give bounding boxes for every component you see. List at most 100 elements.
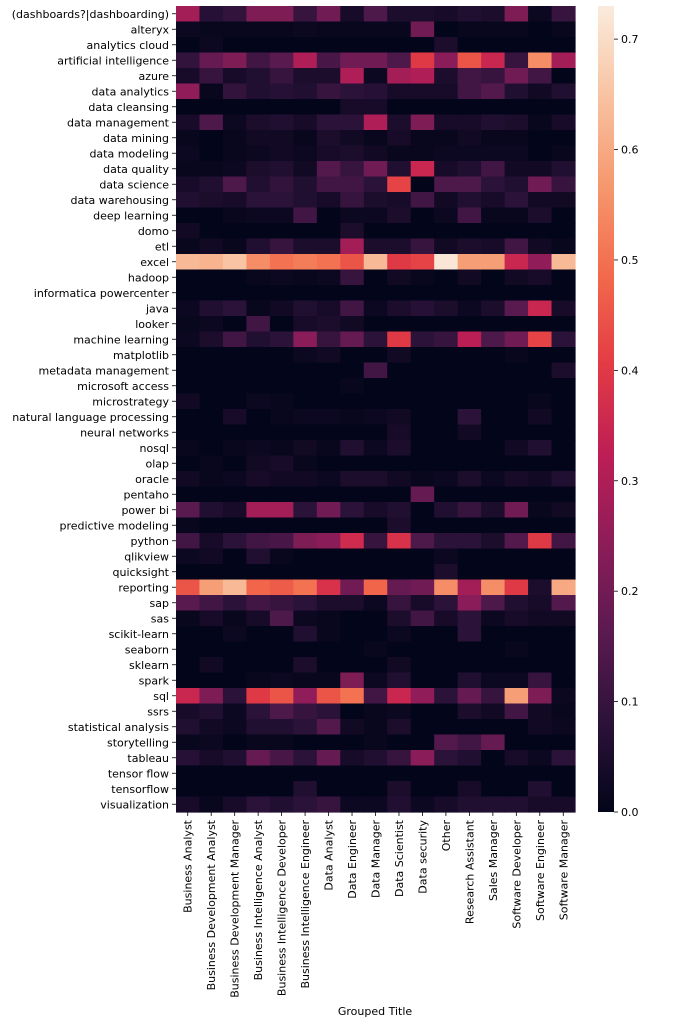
heatmap-cell — [457, 37, 482, 54]
heatmap-cell — [387, 68, 412, 85]
heatmap-cell — [316, 37, 341, 54]
heatmap-cell — [410, 486, 435, 503]
heatmap-cell — [316, 610, 341, 627]
heatmap-cell — [246, 595, 271, 612]
heatmap-cell — [434, 21, 459, 38]
heatmap-cell — [363, 254, 388, 271]
heatmap-cell — [434, 269, 459, 286]
heatmap-cell — [528, 21, 553, 38]
heatmap-cell — [410, 579, 435, 596]
y-tick-label: seaborn — [125, 643, 169, 656]
heatmap-cell — [199, 641, 224, 658]
heatmap-cell — [199, 424, 224, 441]
heatmap-cell — [363, 657, 388, 674]
heatmap-cell — [222, 471, 248, 488]
heatmap-cell — [199, 734, 224, 751]
colorbar-tick-label: 0.0 — [621, 806, 639, 819]
heatmap-cell — [316, 595, 341, 612]
y-tick-label: qlikview — [124, 550, 169, 563]
heatmap-cell — [363, 765, 388, 782]
heatmap-cell — [481, 781, 506, 798]
heatmap-cell — [481, 703, 506, 720]
heatmap-cell — [457, 595, 482, 612]
heatmap-cell — [176, 331, 201, 348]
heatmap-cell — [293, 781, 318, 798]
heatmap-cell — [246, 300, 271, 317]
heatmap-cell — [481, 672, 506, 689]
heatmap-cell — [363, 145, 388, 162]
heatmap-cell — [222, 161, 248, 178]
heatmap-cell — [551, 52, 576, 69]
heatmap-cell — [222, 300, 248, 317]
heatmap-cell — [551, 347, 576, 364]
heatmap-cell — [222, 750, 248, 767]
heatmap-cell — [340, 114, 365, 131]
heatmap-cell — [551, 176, 576, 193]
x-tick-labels: Business Analyst Business Development Ana… — [182, 812, 570, 998]
heatmap-cell — [176, 626, 201, 643]
heatmap-cell — [293, 130, 318, 147]
heatmap-cell — [246, 83, 271, 100]
heatmap-cell — [293, 285, 318, 302]
heatmap-cell — [293, 6, 318, 23]
heatmap-cell — [293, 672, 318, 689]
heatmap-cell — [176, 238, 201, 255]
heatmap-cell — [504, 688, 529, 705]
heatmap-cell — [199, 579, 224, 596]
heatmap-cell — [551, 223, 576, 240]
heatmap-cell — [316, 300, 341, 317]
heatmap-cell — [222, 68, 248, 85]
heatmap-cell — [293, 657, 318, 674]
heatmap-cell — [269, 393, 294, 410]
colorbar-tick-label: 0.3 — [621, 475, 639, 488]
heatmap-cell — [340, 626, 365, 643]
x-tick-label: Business Development Analyst — [205, 819, 218, 990]
heatmap-cell — [528, 130, 553, 147]
heatmap-cell — [457, 52, 482, 69]
heatmap-cell — [481, 37, 506, 54]
heatmap-cell — [176, 548, 201, 565]
heatmap-cell — [340, 316, 365, 333]
heatmap-cell — [246, 362, 271, 379]
heatmap-cell — [340, 564, 365, 581]
heatmap-cell — [222, 610, 248, 627]
heatmap-cell — [434, 781, 459, 798]
heatmap-cell — [316, 471, 341, 488]
heatmap-cell — [246, 672, 271, 689]
heatmap-cell — [246, 37, 271, 54]
heatmap-cell — [551, 796, 576, 813]
heatmap-cell — [176, 192, 201, 209]
heatmap-cell — [481, 347, 506, 364]
heatmap-cell — [222, 207, 248, 224]
heatmap-cell — [528, 347, 553, 364]
heatmap-cell — [387, 285, 412, 302]
heatmap-cell — [457, 409, 482, 426]
heatmap-cell — [246, 471, 271, 488]
heatmap-cell — [293, 610, 318, 627]
heatmap-cell — [293, 796, 318, 813]
heatmap-cell — [434, 703, 459, 720]
heatmap-cell — [504, 145, 529, 162]
y-tick-label: reporting — [118, 581, 169, 594]
heatmap-cell — [387, 579, 412, 596]
heatmap-cell — [246, 579, 271, 596]
heatmap-cell — [222, 362, 248, 379]
heatmap-cell — [457, 719, 482, 736]
heatmap-cell — [199, 486, 224, 503]
heatmap-cell — [387, 37, 412, 54]
heatmap-cell — [481, 114, 506, 131]
heatmap-cell — [551, 68, 576, 85]
heatmap-cell — [269, 734, 294, 751]
heatmap-cell — [222, 52, 248, 69]
heatmap-cell — [222, 765, 248, 782]
heatmap-cell — [269, 533, 294, 550]
heatmap-cell — [551, 145, 576, 162]
heatmap-cell — [457, 672, 482, 689]
heatmap-cell — [246, 176, 271, 193]
heatmap-cell — [387, 564, 412, 581]
heatmap-cell — [269, 362, 294, 379]
heatmap-cell — [457, 378, 482, 395]
heatmap-cell — [222, 223, 248, 240]
heatmap-cell — [481, 21, 506, 38]
heatmap-cell — [269, 579, 294, 596]
